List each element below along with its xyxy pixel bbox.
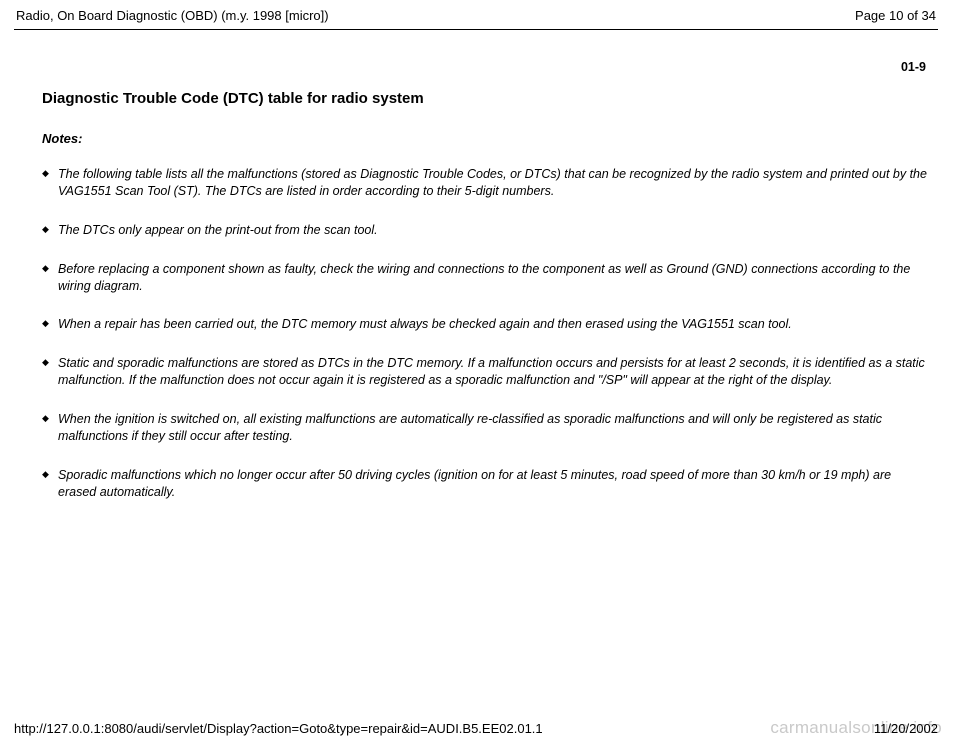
note-item: Sporadic malfunctions which no longer oc… [42, 467, 930, 501]
notes-label: Notes: [42, 131, 930, 146]
section-page-number: 01-9 [42, 60, 926, 74]
document-page: Radio, On Board Diagnostic (OBD) (m.y. 1… [0, 0, 960, 742]
content-area: 01-9 Diagnostic Trouble Code (DTC) table… [14, 60, 938, 501]
note-item: Static and sporadic malfunctions are sto… [42, 355, 930, 389]
note-item: When a repair has been carried out, the … [42, 316, 930, 333]
page-header: Radio, On Board Diagnostic (OBD) (m.y. 1… [14, 8, 938, 27]
footer-url: http://127.0.0.1:8080/audi/servlet/Displ… [14, 721, 543, 736]
note-item: The following table lists all the malfun… [42, 166, 930, 200]
note-item: Before replacing a component shown as fa… [42, 261, 930, 295]
notes-list: The following table lists all the malfun… [42, 166, 930, 501]
note-item: The DTCs only appear on the print-out fr… [42, 222, 930, 239]
note-item: When the ignition is switched on, all ex… [42, 411, 930, 445]
section-title: Diagnostic Trouble Code (DTC) table for … [42, 90, 930, 107]
header-divider [14, 29, 938, 30]
header-page-of: Page 10 of 34 [855, 8, 936, 23]
page-footer: http://127.0.0.1:8080/audi/servlet/Displ… [14, 721, 938, 736]
header-title: Radio, On Board Diagnostic (OBD) (m.y. 1… [16, 8, 329, 23]
footer-date: 11/20/2002 [874, 721, 938, 736]
